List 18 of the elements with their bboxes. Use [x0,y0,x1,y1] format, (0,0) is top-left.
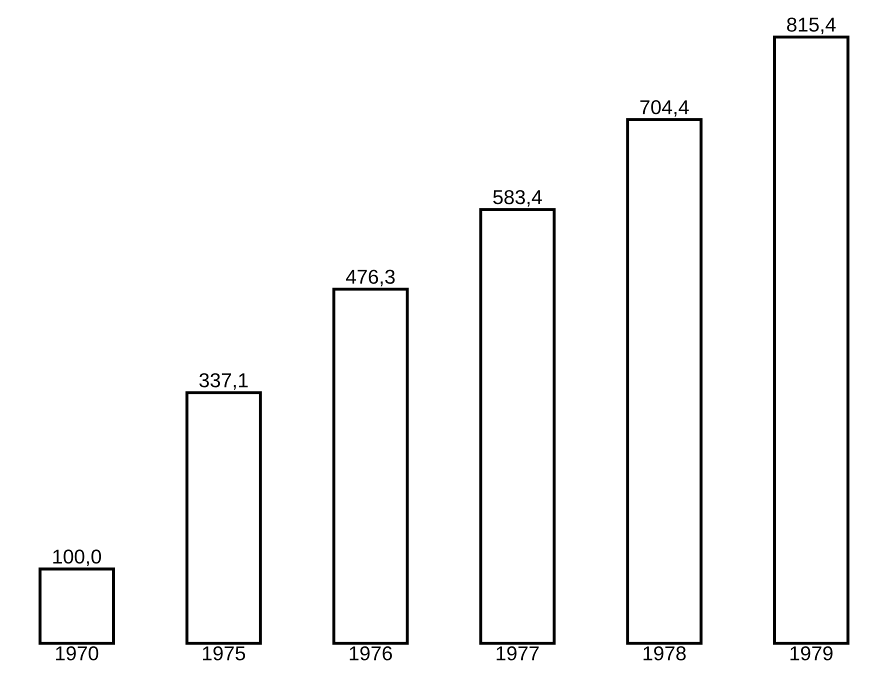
data-label: 100,0 [53,550,101,566]
data-label: 583,4 [493,190,542,207]
data-label: 704,4 [640,100,689,117]
bar [38,568,115,645]
x-tick-label: 1970 [56,646,98,660]
x-tick-label: 1977 [496,646,539,660]
bar [626,118,703,645]
x-tick-label: 1978 [644,646,686,660]
data-label: 476,3 [346,270,395,286]
x-tick-label: 1975 [202,646,246,660]
data-label: 815,4 [787,18,836,34]
bar [479,208,556,645]
data-label: 337,1 [199,373,248,390]
bar [773,36,850,645]
bar [332,288,409,645]
x-tick-label: 1979 [790,646,833,660]
x-tick-label: 1976 [350,646,392,660]
bar [185,391,262,645]
